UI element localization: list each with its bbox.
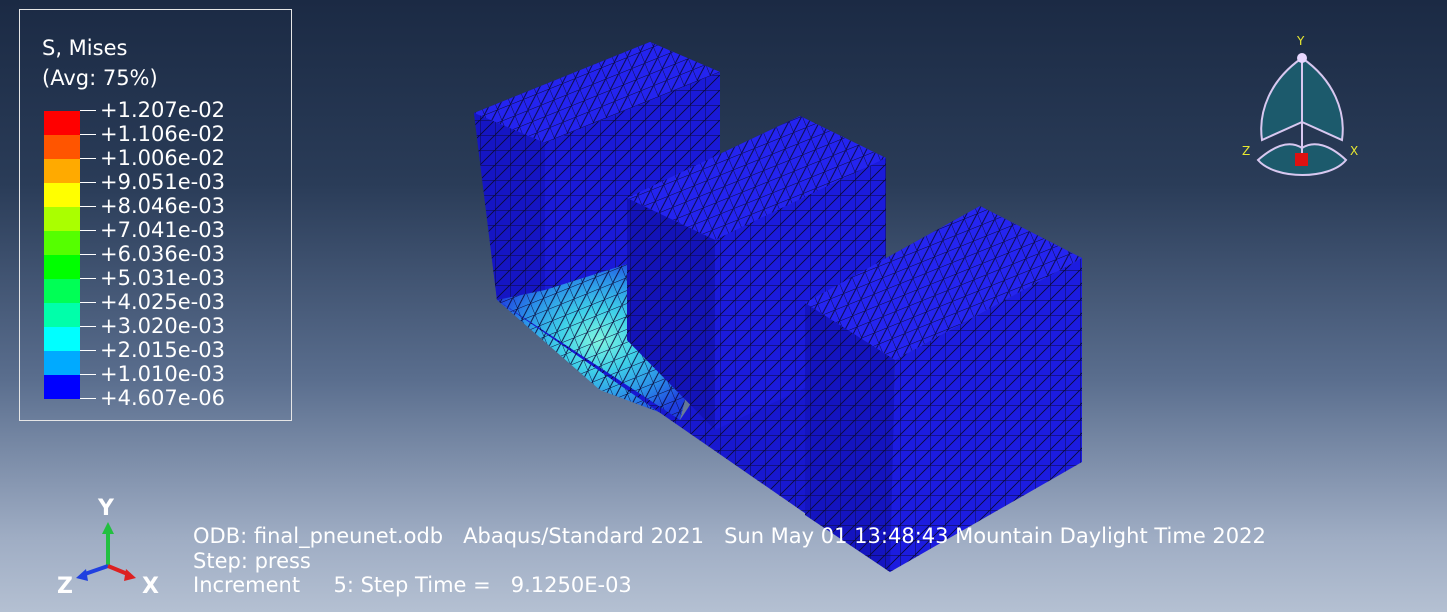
- legend-swatch: [44, 159, 80, 183]
- view-triad-y-label: Y: [1296, 34, 1305, 48]
- legend-swatch: [44, 183, 80, 207]
- legend-title: S, Mises: [42, 36, 128, 60]
- legend-tick: [80, 158, 96, 159]
- legend-swatch: [44, 375, 80, 399]
- axis-y-label: Y: [98, 496, 114, 521]
- legend-swatch: [44, 351, 80, 375]
- global-axis-triad: [76, 522, 136, 581]
- legend-tick: [80, 206, 96, 207]
- contour-legend: S, Mises (Avg: 75%) +1.207e-02 +1.106e-02…: [19, 9, 292, 421]
- legend-value: +7.041e-03: [100, 218, 225, 242]
- legend-tick: [80, 374, 96, 375]
- legend-value: +1.006e-02: [100, 146, 225, 170]
- legend-tick: [80, 110, 96, 111]
- odb-info-line: ODB: final_pneunet.odb Abaqus/Standard 2…: [193, 524, 1266, 548]
- increment-line: Increment 5: Step Time = 9.1250E-03: [193, 573, 632, 597]
- legend-value: +2.015e-03: [100, 338, 225, 362]
- legend-swatch: [44, 255, 80, 279]
- legend-tick: [80, 350, 96, 351]
- legend-tick: [80, 134, 96, 135]
- view-triad-x-label: X: [1350, 144, 1358, 158]
- legend-swatch: [44, 231, 80, 255]
- step-name: Step: press: [193, 549, 311, 573]
- legend-swatch: [44, 135, 80, 159]
- legend-value: +9.051e-03: [100, 170, 225, 194]
- legend-value: +1.106e-02: [100, 122, 225, 146]
- step-time-value: 9.1250E-03: [510, 573, 632, 597]
- odb-name: ODB: final_pneunet.odb: [193, 524, 444, 548]
- legend-tick: [80, 278, 96, 279]
- view-orientation-triad[interactable]: [1256, 53, 1348, 176]
- legend-swatch: [44, 303, 80, 327]
- axis-x-label: X: [142, 574, 159, 599]
- legend-tick: [80, 398, 96, 399]
- legend-value: +4.607e-06: [100, 386, 225, 410]
- legend-swatch: [44, 279, 80, 303]
- legend-tick: [80, 182, 96, 183]
- legend-value: +5.031e-03: [100, 266, 225, 290]
- legend-tick: [80, 254, 96, 255]
- axis-z-label: Z: [57, 574, 73, 599]
- legend-tick: [80, 326, 96, 327]
- legend-tick: [80, 230, 96, 231]
- legend-swatch: [44, 207, 80, 231]
- legend-value: +1.207e-02: [100, 98, 225, 122]
- legend-value: +8.046e-03: [100, 194, 225, 218]
- legend-subtitle: (Avg: 75%): [42, 66, 158, 90]
- increment-label: Increment: [193, 573, 301, 597]
- legend-tick: [80, 302, 96, 303]
- run-date: Sun May 01 13:48:43 Mountain Daylight Ti…: [724, 524, 1266, 548]
- mesh-part[interactable]: [474, 42, 1082, 572]
- legend-value: +3.020e-03: [100, 314, 225, 338]
- legend-value: +1.010e-03: [100, 362, 225, 386]
- increment-value: 5: Step Time =: [333, 573, 491, 597]
- legend-color-bar: [44, 111, 80, 400]
- legend-value: +6.036e-03: [100, 242, 225, 266]
- legend-swatch: [44, 111, 80, 135]
- view-triad-z-label: Z: [1242, 144, 1250, 158]
- solver-version: Abaqus/Standard 2021: [463, 524, 705, 548]
- legend-swatch: [44, 327, 80, 351]
- legend-value: +4.025e-03: [100, 290, 225, 314]
